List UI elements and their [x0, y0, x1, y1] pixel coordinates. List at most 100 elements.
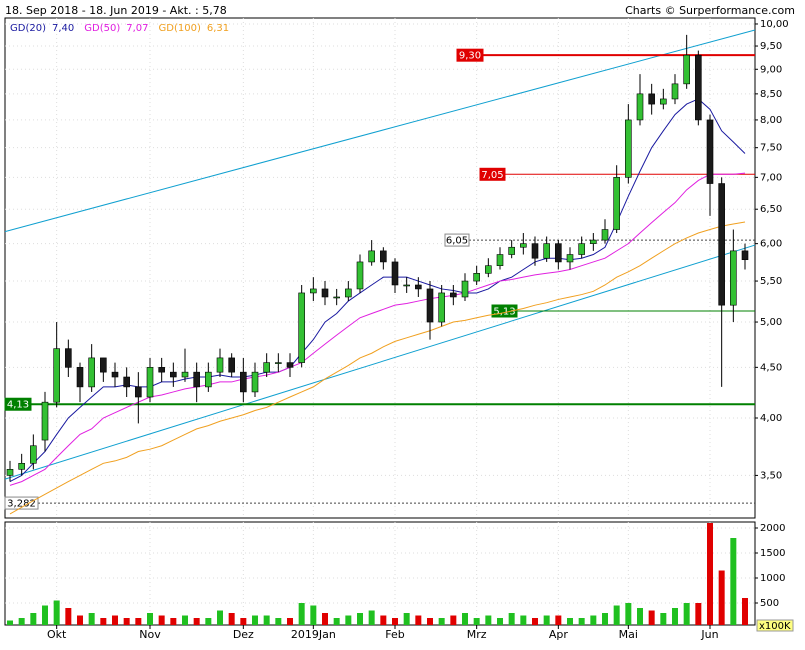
- volume-bar: [123, 618, 130, 625]
- candle-body: [181, 371, 189, 378]
- candle-body: [88, 357, 95, 388]
- volume-bar: [462, 613, 468, 625]
- candle-body: [613, 177, 620, 230]
- candle-body: [53, 348, 60, 403]
- volume-unit: x100K: [759, 621, 791, 632]
- volume-bar: [567, 618, 573, 625]
- candle-body: [648, 93, 655, 105]
- volume-bar: [660, 613, 667, 625]
- y-tick-label: 10,00: [760, 19, 789, 30]
- level-box: [444, 233, 470, 247]
- level-label: 6,05: [446, 236, 468, 247]
- volume-bar: [520, 615, 527, 625]
- candle-body: [391, 261, 399, 286]
- candle-body: [263, 362, 270, 373]
- y-tick-label: 5,50: [760, 276, 782, 287]
- price-panel: [4, 17, 756, 519]
- candle-body: [193, 371, 200, 388]
- candle-body: [123, 376, 130, 388]
- volume-bar: [158, 615, 165, 625]
- volume-bar: [193, 618, 200, 625]
- volume-bar: [742, 598, 748, 625]
- candle-body: [158, 367, 165, 373]
- candle-body: [228, 357, 235, 373]
- volume-bar: [438, 618, 445, 625]
- candle-body: [566, 254, 574, 263]
- volume-bar: [718, 570, 725, 625]
- candle-body: [205, 371, 212, 388]
- level-box: [479, 167, 506, 181]
- volume-bar: [30, 613, 37, 625]
- level-box: [4, 397, 32, 411]
- candle-body: [345, 288, 352, 298]
- candle-body: [496, 254, 504, 266]
- volume-bar: [333, 618, 340, 625]
- y-tick-label: 1000: [760, 573, 785, 584]
- y-tick-label: 8,00: [760, 115, 782, 126]
- x-tick-label: Apr: [549, 628, 569, 641]
- volume-bar: [497, 618, 503, 625]
- volume-bar: [240, 618, 247, 625]
- volume-bar: [275, 618, 282, 625]
- candle-body: [741, 250, 749, 261]
- x-tick-label: 2019Jan: [291, 628, 336, 641]
- volume-bar: [543, 615, 550, 625]
- volume-bar: [392, 618, 398, 625]
- x-tick-label: Mai: [619, 628, 638, 641]
- level-label: 4,13: [7, 400, 29, 411]
- y-tick-label: 9,00: [760, 64, 782, 75]
- level-label: 9,30: [459, 51, 481, 62]
- trendline: [4, 29, 756, 233]
- x-tick-label: Dez: [233, 628, 254, 641]
- legend-name: GD(100): [159, 23, 201, 34]
- volume-bar: [730, 538, 737, 625]
- volume-bar: [648, 610, 655, 625]
- y-tick-label: 9,50: [760, 41, 782, 52]
- candle-body: [216, 357, 224, 373]
- moving-average: [9, 221, 746, 515]
- volume-bar: [427, 618, 433, 625]
- volume-bar: [135, 618, 142, 625]
- y-tick-label: 6,50: [760, 204, 782, 215]
- candle-body: [100, 357, 107, 373]
- candle-body: [30, 445, 37, 464]
- candle-body: [65, 348, 72, 368]
- volume-bar: [310, 605, 317, 625]
- y-tick-label: 4,50: [760, 362, 782, 373]
- legend-name: GD(20): [10, 23, 46, 34]
- candle-body: [368, 250, 375, 263]
- candle-body: [438, 292, 445, 323]
- y-tick-label: 500: [760, 598, 779, 609]
- candle-body: [146, 367, 154, 398]
- candle-body: [625, 119, 632, 178]
- x-tick-label: Nov: [139, 628, 161, 641]
- y-tick-label: 5,00: [760, 317, 782, 328]
- volume-bar: [42, 605, 48, 625]
- candle-body: [6, 469, 14, 476]
- candle-body: [426, 288, 434, 323]
- legend-value: 7,40: [52, 23, 74, 34]
- volume-bar: [7, 620, 13, 625]
- volume-bar: [590, 615, 597, 625]
- candle-body: [555, 243, 562, 263]
- volume-bar: [578, 618, 585, 625]
- volume-bar: [170, 618, 177, 625]
- y-tick-label: 3,50: [760, 470, 782, 481]
- volume-bar: [322, 613, 328, 625]
- x-tick-label: Okt: [47, 628, 67, 641]
- volume-bar: [368, 610, 375, 625]
- candle-body: [578, 243, 585, 255]
- moving-average: [9, 98, 746, 483]
- volume-bar: [602, 613, 608, 625]
- level-label: 5,13: [493, 307, 515, 318]
- volume-bar: [415, 615, 422, 625]
- volume-bar: [683, 603, 690, 625]
- candle-body: [531, 243, 539, 259]
- candle-body: [310, 288, 317, 294]
- candle-body: [251, 371, 259, 393]
- candle-body: [718, 183, 725, 306]
- volume-bar: [672, 608, 678, 625]
- legend-value: 6,31: [207, 23, 229, 34]
- level-label: 7,05: [481, 170, 503, 181]
